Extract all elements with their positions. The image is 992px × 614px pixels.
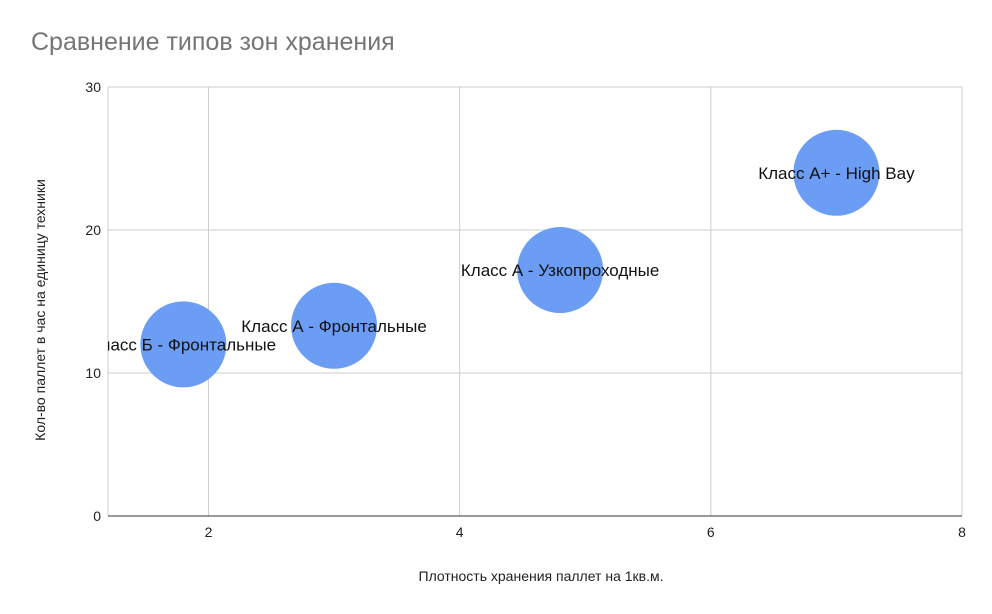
tick-labels: 0 10 20 30 2 4 6 8	[85, 79, 966, 540]
bubble-point	[291, 282, 378, 369]
y-tick-label: 0	[93, 508, 101, 524]
bubble-point	[517, 227, 604, 314]
bubble-label: Класс А+ - High Bay	[758, 164, 915, 183]
x-tick-label: 8	[958, 524, 966, 540]
y-axis-label: Кол-во паллет в час на единицу техники	[32, 179, 48, 441]
bubbles	[140, 129, 880, 388]
x-tick-label: 4	[456, 524, 464, 540]
bubble-point	[793, 129, 880, 216]
y-tick-label: 20	[85, 222, 101, 238]
bubble-label: Класс А - Фронтальные	[241, 317, 427, 336]
bubble-label: Класс А - Узкопроходные	[461, 261, 659, 280]
x-axis-label: Плотность хранения паллет на 1кв.м.	[419, 568, 664, 584]
y-tick-label: 10	[85, 365, 101, 381]
x-tick-label: 6	[707, 524, 715, 540]
bubble-point	[140, 301, 227, 388]
bubble-label: Класс Б - Фронтальные	[91, 335, 276, 354]
chart-title: Сравнение типов зон хранения	[31, 28, 395, 56]
x-tick-label: 2	[205, 524, 213, 540]
y-tick-label: 30	[85, 79, 101, 95]
grid-lines	[107, 86, 963, 516]
